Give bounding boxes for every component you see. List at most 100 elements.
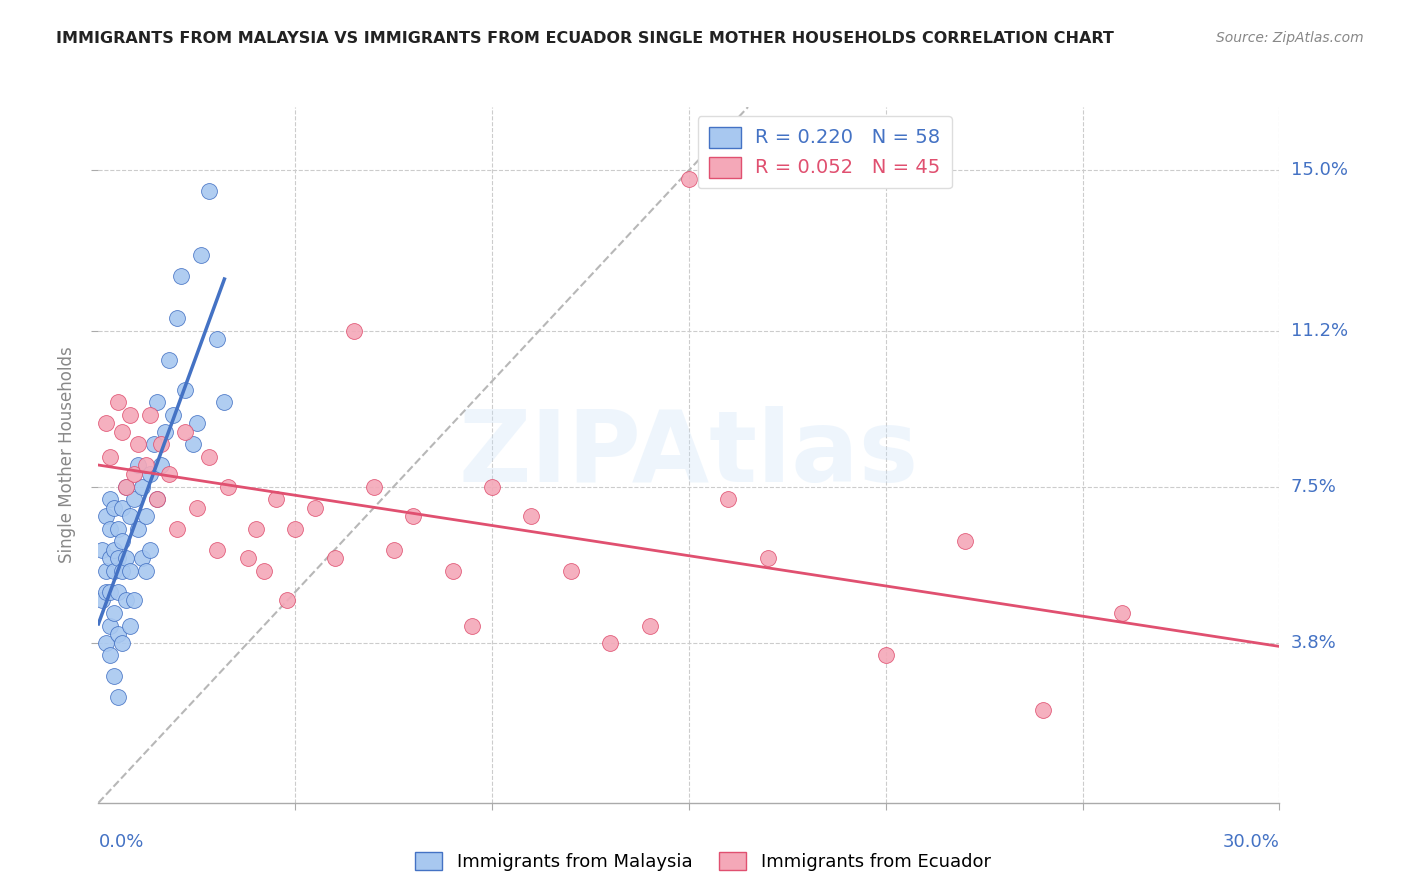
Point — [131, 551, 153, 566]
Text: IMMIGRANTS FROM MALAYSIA VS IMMIGRANTS FROM ECUADOR SINGLE MOTHER HOUSEHOLDS COR: IMMIGRANTS FROM MALAYSIA VS IMMIGRANTS F… — [56, 31, 1114, 46]
Point — [1032, 703, 1054, 717]
Point — [245, 522, 267, 536]
Point — [276, 593, 298, 607]
Point — [111, 534, 134, 549]
Point — [678, 171, 700, 186]
Point — [118, 618, 141, 632]
Point — [166, 310, 188, 325]
Point — [135, 509, 157, 524]
Point — [520, 509, 543, 524]
Point — [111, 564, 134, 578]
Point — [127, 458, 149, 473]
Point — [150, 458, 173, 473]
Point — [103, 606, 125, 620]
Point — [98, 450, 121, 464]
Point — [162, 408, 184, 422]
Text: 7.5%: 7.5% — [1291, 477, 1337, 496]
Point — [138, 408, 160, 422]
Point — [96, 417, 118, 431]
Point — [91, 593, 114, 607]
Point — [103, 564, 125, 578]
Point — [107, 690, 129, 705]
Point — [284, 522, 307, 536]
Point — [98, 522, 121, 536]
Point — [253, 564, 276, 578]
Point — [186, 417, 208, 431]
Point — [115, 551, 138, 566]
Text: 30.0%: 30.0% — [1223, 833, 1279, 851]
Point — [115, 479, 138, 493]
Point — [343, 324, 366, 338]
Point — [155, 425, 177, 439]
Point — [717, 492, 740, 507]
Point — [174, 383, 197, 397]
Text: 0.0%: 0.0% — [98, 833, 143, 851]
Point — [157, 467, 180, 481]
Point — [146, 492, 169, 507]
Point — [382, 542, 405, 557]
Point — [103, 500, 125, 515]
Point — [115, 593, 138, 607]
Point — [638, 618, 661, 632]
Point — [323, 551, 346, 566]
Point — [1111, 606, 1133, 620]
Point — [98, 492, 121, 507]
Point — [107, 522, 129, 536]
Point — [142, 437, 165, 451]
Point — [111, 635, 134, 649]
Point — [91, 542, 114, 557]
Point — [122, 593, 145, 607]
Point — [181, 437, 204, 451]
Point — [103, 542, 125, 557]
Point — [205, 542, 228, 557]
Point — [98, 648, 121, 663]
Point — [122, 492, 145, 507]
Legend: Immigrants from Malaysia, Immigrants from Ecuador: Immigrants from Malaysia, Immigrants fro… — [408, 845, 998, 879]
Point — [115, 479, 138, 493]
Point — [127, 437, 149, 451]
Point — [150, 437, 173, 451]
Point — [122, 467, 145, 481]
Point — [264, 492, 287, 507]
Text: Source: ZipAtlas.com: Source: ZipAtlas.com — [1216, 31, 1364, 45]
Text: ZIPAtlas: ZIPAtlas — [458, 407, 920, 503]
Point — [953, 534, 976, 549]
Point — [96, 635, 118, 649]
Point — [98, 585, 121, 599]
Point — [98, 551, 121, 566]
Text: 3.8%: 3.8% — [1291, 633, 1336, 651]
Legend: R = 0.220   N = 58, R = 0.052   N = 45: R = 0.220 N = 58, R = 0.052 N = 45 — [697, 116, 952, 188]
Point — [402, 509, 425, 524]
Point — [197, 185, 219, 199]
Point — [107, 585, 129, 599]
Point — [135, 564, 157, 578]
Point — [461, 618, 484, 632]
Point — [127, 522, 149, 536]
Point — [98, 618, 121, 632]
Point — [146, 492, 169, 507]
Point — [103, 669, 125, 683]
Point — [363, 479, 385, 493]
Point — [96, 564, 118, 578]
Text: 11.2%: 11.2% — [1291, 321, 1348, 340]
Point — [186, 500, 208, 515]
Point — [111, 425, 134, 439]
Point — [135, 458, 157, 473]
Y-axis label: Single Mother Households: Single Mother Households — [58, 347, 76, 563]
Point — [118, 564, 141, 578]
Point — [441, 564, 464, 578]
Point — [214, 395, 236, 409]
Point — [166, 522, 188, 536]
Point — [107, 395, 129, 409]
Point — [205, 332, 228, 346]
Point — [481, 479, 503, 493]
Point — [217, 479, 239, 493]
Point — [107, 627, 129, 641]
Point — [170, 268, 193, 283]
Text: 15.0%: 15.0% — [1291, 161, 1347, 179]
Point — [157, 353, 180, 368]
Point — [131, 479, 153, 493]
Point — [875, 648, 897, 663]
Point — [118, 408, 141, 422]
Point — [304, 500, 326, 515]
